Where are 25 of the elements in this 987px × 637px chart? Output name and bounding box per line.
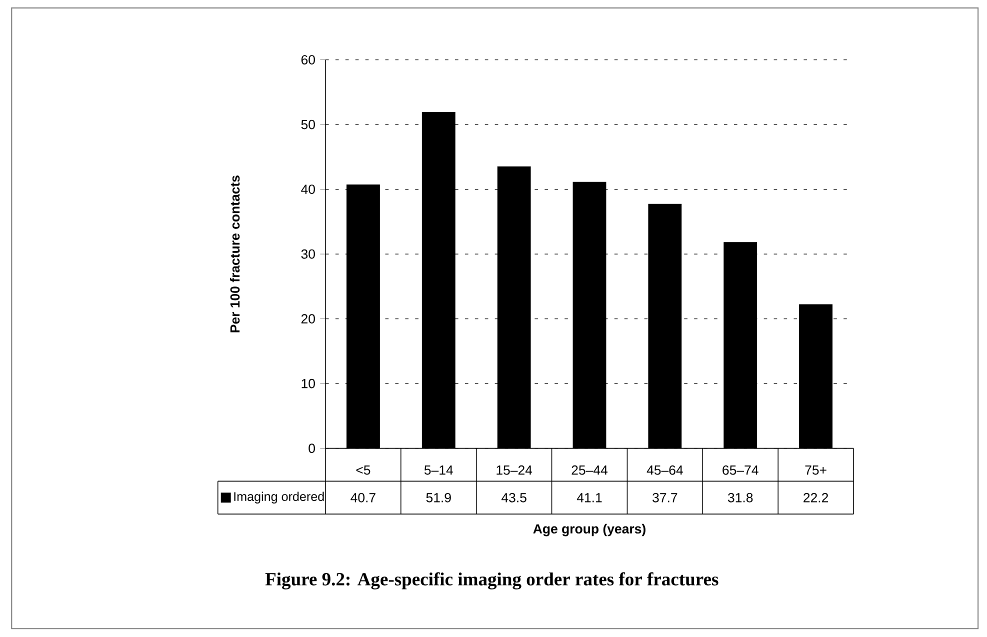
data-label: 51.9 — [426, 493, 451, 503]
data-label: 41.1 — [576, 493, 602, 502]
data-label: 22.2 — [804, 493, 828, 502]
y-tick-label: 30 — [301, 250, 315, 259]
data-label: 40.7 — [350, 493, 376, 503]
x-tick-label: 65–74 — [722, 466, 758, 475]
y-tick-label: 20 — [301, 314, 315, 324]
x-tick-label: 45–64 — [646, 466, 683, 475]
x-tick-label: <5 — [356, 466, 370, 475]
data-label: 31.8 — [728, 493, 753, 503]
y-tick-label: 50 — [301, 120, 315, 130]
x-tick-label: 5–14 — [424, 466, 453, 475]
x-tick-label: 25–44 — [572, 466, 608, 475]
data-label: 37.7 — [652, 493, 678, 503]
x-tick-label: 15–24 — [496, 466, 532, 475]
y-tick-label: 40 — [301, 184, 315, 194]
y-tick-label: 10 — [302, 379, 315, 388]
data-label: 43.5 — [501, 493, 526, 503]
text: Figure 9.2: Age-specific imaging order rates for fractures — [265, 572, 718, 590]
legend-label: Imaging ordered — [234, 492, 324, 504]
y-axis-title: Per 100 fracture contacts — [230, 176, 240, 332]
y-tick-label: 0 — [308, 444, 315, 454]
x-axis-title: Age group (years) — [533, 524, 646, 536]
x-tick-label: 75+ — [805, 466, 826, 475]
y-tick-label: 60 — [301, 55, 315, 65]
